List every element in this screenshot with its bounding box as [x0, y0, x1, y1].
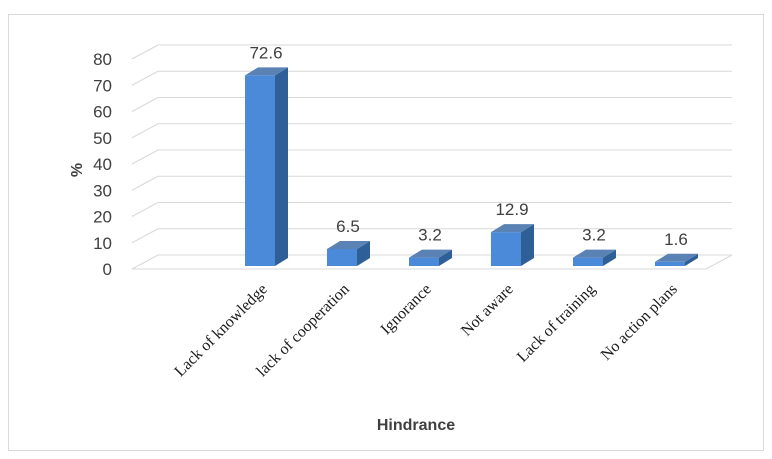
- bar-side: [439, 249, 452, 266]
- y-tick-label: 40: [93, 155, 112, 174]
- gridline-diagonal: [131, 97, 159, 112]
- gridline-diagonal: [131, 254, 159, 270]
- gridline-diagonal: [131, 202, 159, 217]
- y-axis-ticks: 0 10 20 30 40 50 60 70 80: [93, 50, 112, 279]
- bar-top: [655, 253, 698, 262]
- bar: [245, 75, 275, 266]
- bar-side: [357, 240, 370, 266]
- y-tick-label: 20: [93, 208, 112, 227]
- bar-side: [603, 249, 616, 266]
- bar: [491, 232, 521, 266]
- bar-group: [245, 67, 288, 266]
- bar: [573, 257, 603, 266]
- bar-top: [245, 67, 288, 76]
- data-labels: 72.6 6.5 3.2 12.9 3.2 1.6: [249, 43, 687, 248]
- x-category-label: lack of cooperation: [253, 281, 352, 380]
- data-label: 1.6: [664, 230, 688, 249]
- gridline-diagonal: [131, 44, 159, 60]
- data-label: 3.2: [582, 226, 606, 245]
- x-category-label: Ignorance: [378, 281, 435, 338]
- x-category-label: No action plans: [598, 281, 681, 364]
- bar-group: [573, 249, 616, 266]
- gridline-diagonal: [131, 70, 159, 86]
- data-label: 6.5: [336, 217, 360, 236]
- gridline-diagonal: [131, 123, 159, 139]
- bar: [409, 257, 439, 266]
- bar-group: [491, 224, 534, 266]
- data-label: 72.6: [249, 43, 282, 62]
- y-axis-title: %: [69, 163, 86, 177]
- bar-side: [275, 67, 288, 266]
- floor-side: [705, 254, 733, 270]
- y-tick-label: 70: [93, 76, 112, 95]
- y-tick-label: 0: [103, 260, 112, 279]
- bar-side: [685, 253, 698, 266]
- bar-group: [327, 240, 370, 266]
- y-tick-label: 10: [93, 234, 112, 253]
- bar-top: [573, 249, 616, 258]
- gridline-diagonal: [131, 175, 159, 191]
- chart-frame: [8, 14, 764, 451]
- y-tick-label: 30: [93, 181, 112, 200]
- x-category-label: Lack of training: [514, 281, 599, 366]
- gridline-diagonal: [131, 149, 159, 165]
- x-axis-title: Hindrance: [377, 417, 455, 434]
- bar-top: [491, 224, 534, 233]
- y-tick-label: 60: [93, 103, 112, 122]
- data-label: 3.2: [418, 226, 442, 245]
- bars: [245, 67, 698, 266]
- bar-group: [655, 253, 698, 266]
- bar-top: [327, 240, 370, 249]
- bar-side: [521, 224, 534, 266]
- gridline-diagonal: [131, 228, 159, 244]
- bar: [327, 248, 357, 266]
- bar-top: [409, 249, 452, 258]
- data-label: 12.9: [495, 200, 528, 219]
- x-category-label: Not aware: [458, 281, 517, 340]
- bar: [655, 261, 685, 266]
- bar-group: [409, 249, 452, 266]
- y-tick-label: 80: [93, 50, 112, 69]
- y-tick-label: 50: [93, 129, 112, 148]
